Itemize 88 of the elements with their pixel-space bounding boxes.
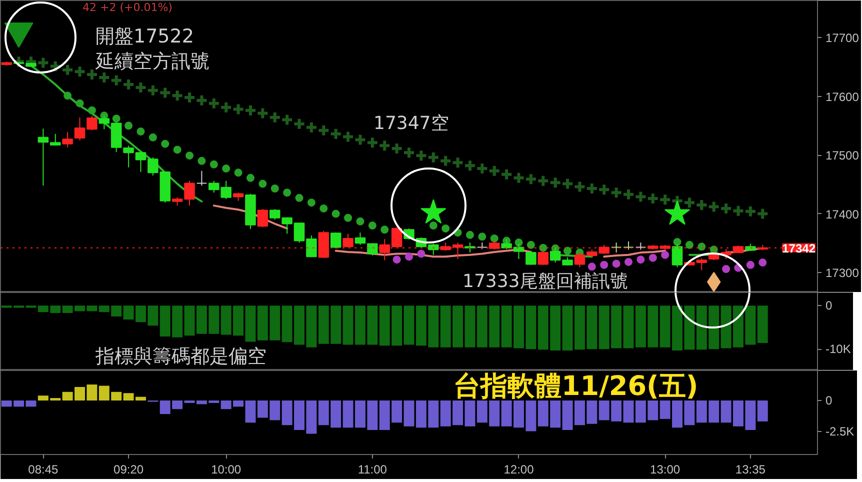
annotation: 42 +2 (+0.01%) (82, 1, 172, 14)
annotation: 開盤17522 (96, 26, 194, 48)
point (124, 122, 133, 130)
x-tick-label: 11:00 (358, 462, 388, 476)
y-tick-label: -2.5K (826, 424, 854, 438)
y-tick-label: 17500 (826, 148, 860, 163)
x-tick-label: 10:00 (211, 462, 242, 476)
point (673, 238, 682, 246)
point (417, 250, 426, 258)
bar (404, 400, 414, 426)
point (442, 224, 450, 232)
x-tick-label: 09:20 (114, 462, 144, 476)
candlestick (464, 242, 476, 254)
point (344, 214, 352, 222)
point (186, 152, 194, 160)
point (270, 184, 279, 192)
point (600, 260, 608, 269)
bar (757, 400, 768, 422)
annotation: 台指軟體11/26(五) (454, 371, 698, 402)
x-tick-label: 12:00 (504, 462, 534, 476)
point (210, 160, 218, 168)
point (234, 168, 242, 177)
point (356, 217, 364, 226)
candlestick (354, 232, 366, 246)
point (173, 146, 182, 154)
point (564, 246, 572, 255)
point (664, 200, 690, 225)
point (478, 232, 486, 241)
point (368, 222, 376, 230)
y-tick-label: 0 (826, 394, 832, 408)
y-tick-label: 17400 (826, 207, 860, 222)
point (405, 252, 413, 261)
point (746, 260, 754, 269)
candlestick (257, 208, 268, 228)
point (222, 164, 230, 173)
point (64, 92, 72, 100)
point (466, 230, 474, 239)
point (380, 226, 389, 234)
point (722, 265, 730, 273)
candlestick (526, 250, 536, 266)
point (88, 106, 96, 114)
point (429, 222, 438, 230)
candlestick (62, 132, 73, 148)
point (685, 240, 694, 249)
candlestick (196, 170, 208, 186)
point (136, 128, 145, 136)
point (320, 204, 328, 212)
y-tick-label: 17600 (826, 90, 860, 104)
x-tick-label: 13:35 (735, 462, 766, 476)
point (246, 174, 254, 182)
point (307, 198, 316, 207)
candlestick (38, 128, 49, 186)
point (283, 188, 292, 197)
annotation: 17347空 (374, 113, 449, 134)
point (588, 262, 596, 271)
candlestick (367, 242, 378, 256)
point (698, 242, 706, 251)
point (392, 256, 401, 264)
point (490, 234, 498, 242)
point (161, 140, 170, 148)
y-tick-label: -10K (826, 342, 851, 356)
point (661, 250, 670, 259)
point (636, 256, 645, 264)
point (332, 210, 340, 218)
point (624, 258, 632, 266)
point (295, 194, 304, 202)
point (76, 99, 84, 108)
point (526, 240, 535, 249)
point (648, 254, 657, 262)
annotation: 延續空方訊號 (94, 50, 210, 72)
y-tick-label: 17300 (826, 266, 860, 280)
point (148, 133, 157, 142)
candlestick (330, 232, 342, 249)
ref-line-label: 17342 (782, 241, 816, 256)
point (112, 114, 120, 123)
annotation: 指標與籌碼都是偏空 (94, 346, 266, 368)
x-tick-label: 13:00 (650, 462, 680, 476)
point (539, 244, 548, 252)
point (612, 260, 620, 268)
candlestick (610, 242, 622, 254)
point (758, 258, 767, 267)
point (198, 156, 206, 165)
y-tick-label: 0 (826, 298, 832, 313)
point (258, 180, 267, 188)
point (514, 238, 523, 247)
x-tick-label: 08:45 (28, 462, 59, 476)
annotation: 17333尾盤回補訊號 (462, 271, 628, 292)
y-tick-label: 17700 (826, 31, 860, 46)
